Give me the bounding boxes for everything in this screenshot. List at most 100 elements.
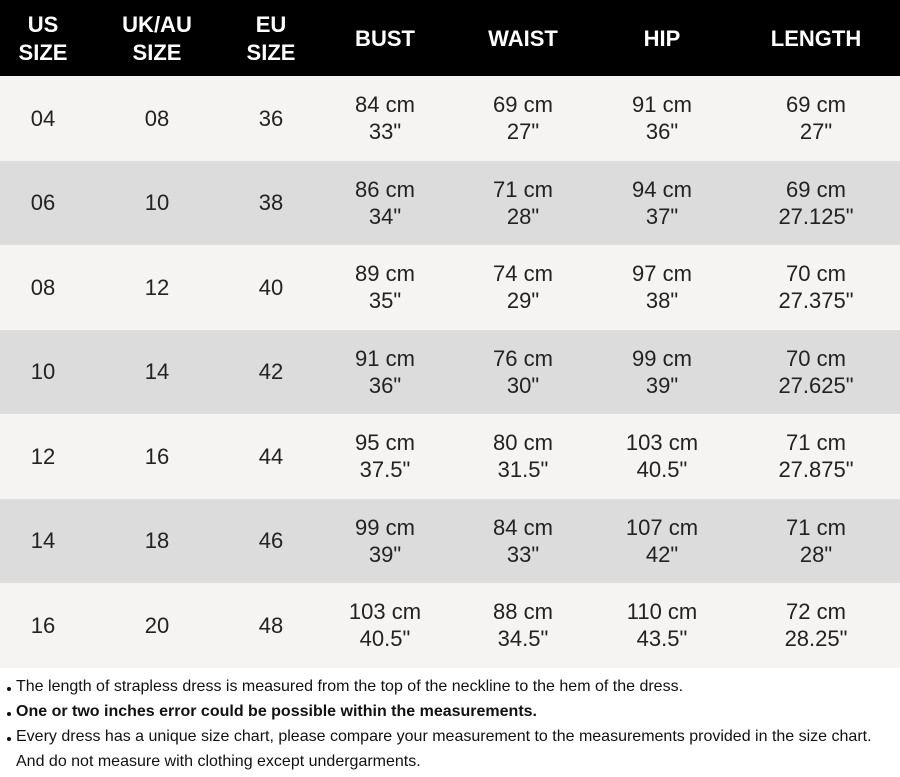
cell-line: 36" (368, 372, 402, 398)
cell-line: 35" (368, 288, 402, 314)
table-cell: 76 cm 30" (493, 345, 553, 399)
table-row: 14 18 46 99 cm 39" 84 cm 33" 107 cm 42" 71 cm 28" (0, 498, 900, 583)
header-cell: HIP (644, 25, 681, 53)
cell-line: 91 cm (355, 345, 415, 371)
cell-line: 37.5" (359, 457, 411, 483)
cell-line: 27.375" (778, 288, 854, 314)
cell-line: 110 cm (626, 599, 698, 625)
table-row: 16 20 48 103 cm 40.5" 88 cm 34.5" 110 cm 43.5" 72… (0, 583, 900, 668)
notes: The length of strapless dress is measure… (6, 674, 896, 774)
cell-line: 27.125" (778, 203, 854, 229)
cell-line: 97 cm (632, 261, 692, 287)
table-cell: 84 cm 33" (355, 91, 415, 145)
table-cell: 16 (144, 443, 170, 469)
cell-line: 84 cm (493, 514, 553, 540)
cell-line: 37" (645, 203, 679, 229)
table-cell: 10 (30, 359, 56, 385)
table-cell: 69 cm 27" (493, 91, 553, 145)
cell-line: SIZE (132, 39, 182, 65)
table-cell: 86 cm 34" (355, 176, 415, 230)
cell-line: 94 cm (632, 176, 692, 202)
table-cell: 38 (258, 190, 284, 216)
table-cell: 08 (30, 274, 56, 300)
table-cell: 84 cm 33" (493, 514, 553, 568)
cell-line: BUST (355, 25, 415, 51)
cell-line: 27" (506, 119, 540, 145)
table-cell: 89 cm 35" (355, 260, 415, 314)
cell-line: 103 cm (625, 430, 699, 456)
cell-line: SIZE (246, 39, 296, 65)
cell-line: EU (255, 11, 287, 37)
cell-line: LENGTH (770, 25, 862, 51)
table-row: 04 08 36 84 cm 33" 69 cm 27" 91 cm 36" 69 cm 27" (0, 76, 900, 161)
cell-line: 31.5" (497, 457, 549, 483)
table-cell: 44 (258, 443, 284, 469)
header-cell: LENGTH (771, 25, 861, 53)
cell-line: 95 cm (355, 430, 415, 456)
cell-line: 34" (368, 203, 402, 229)
table-cell: 08 (144, 105, 170, 131)
cell-line: 99 cm (355, 514, 415, 540)
cell-line: 40.5" (636, 457, 688, 483)
table-row: 10 14 42 91 cm 36" 76 cm 30" 99 cm 39" 70 cm 27.62… (0, 329, 900, 414)
header-cell: WAIST (488, 25, 558, 53)
cell-line: 72 cm (786, 599, 846, 625)
cell-line: 103 cm (348, 599, 422, 625)
table-cell: 72 cm 28.25" (785, 598, 848, 652)
table-cell: 80 cm 31.5" (493, 429, 553, 483)
table-cell: 88 cm 34.5" (493, 598, 553, 652)
table-cell: 71 cm 28" (493, 176, 553, 230)
table-row: 12 16 44 95 cm 37.5" 80 cm 31.5" 103 cm 40.5" 71 … (0, 414, 900, 499)
cell-line: 30" (506, 372, 540, 398)
table-cell: 70 cm 27.375" (778, 260, 853, 314)
table-cell: 69 cm 27" (786, 91, 846, 145)
table-cell: 14 (144, 359, 170, 385)
table-cell: 94 cm 37" (632, 176, 692, 230)
cell-line: 27" (799, 119, 833, 145)
header-cell: UK/AU SIZE (122, 11, 192, 67)
table-cell: 36 (258, 105, 284, 131)
cell-line: 70 cm (786, 345, 846, 371)
table-cell: 10 (144, 190, 170, 216)
table-cell: 04 (30, 105, 56, 131)
table-cell: 16 (30, 612, 56, 638)
cell-line: 69 cm (493, 92, 553, 118)
table-cell: 103 cm 40.5" (349, 598, 421, 652)
table-cell: 06 (30, 190, 56, 216)
cell-line: 69 cm (786, 92, 846, 118)
header-cell: US SIZE (19, 11, 68, 67)
note-text: Every dress has a unique size chart, ple… (16, 728, 872, 770)
cell-line: HIP (643, 25, 681, 51)
table-cell: 74 cm 29" (493, 260, 553, 314)
cell-line: 76 cm (493, 345, 553, 371)
cell-line: 33" (368, 119, 402, 145)
cell-line: 40.5" (359, 626, 411, 652)
cell-line: 70 cm (786, 261, 846, 287)
table-cell: 99 cm 39" (632, 345, 692, 399)
cell-line: 27.625" (778, 372, 854, 398)
cell-line: 69 cm (786, 176, 846, 202)
table-cell: 91 cm 36" (632, 91, 692, 145)
table-cell: 91 cm 36" (355, 345, 415, 399)
header-cell: EU SIZE (247, 11, 296, 67)
table-cell: 12 (30, 443, 56, 469)
cell-line: WAIST (488, 25, 558, 51)
header-row: US SIZE UK/AU SIZE EU SIZE BUST WAIST HIP LENGTH (0, 0, 900, 77)
cell-line: 71 cm (493, 176, 553, 202)
cell-line: 86 cm (355, 176, 415, 202)
cell-line: 89 cm (355, 261, 415, 287)
table-cell: 71 cm 27.875" (778, 429, 853, 483)
cell-line: 88 cm (493, 599, 553, 625)
cell-line: 28.25" (784, 626, 848, 652)
table-cell: 48 (258, 612, 284, 638)
cell-line: 39" (368, 541, 402, 567)
header-cell: BUST (355, 25, 415, 53)
note: Every dress has a unique size chart, ple… (6, 724, 896, 774)
cell-line: 33" (506, 541, 540, 567)
cell-line: 107 cm (625, 514, 699, 540)
table-cell: 42 (258, 359, 284, 385)
cell-line: 43.5" (636, 626, 688, 652)
cell-line: 34.5" (497, 626, 549, 652)
cell-line: 80 cm (493, 430, 553, 456)
